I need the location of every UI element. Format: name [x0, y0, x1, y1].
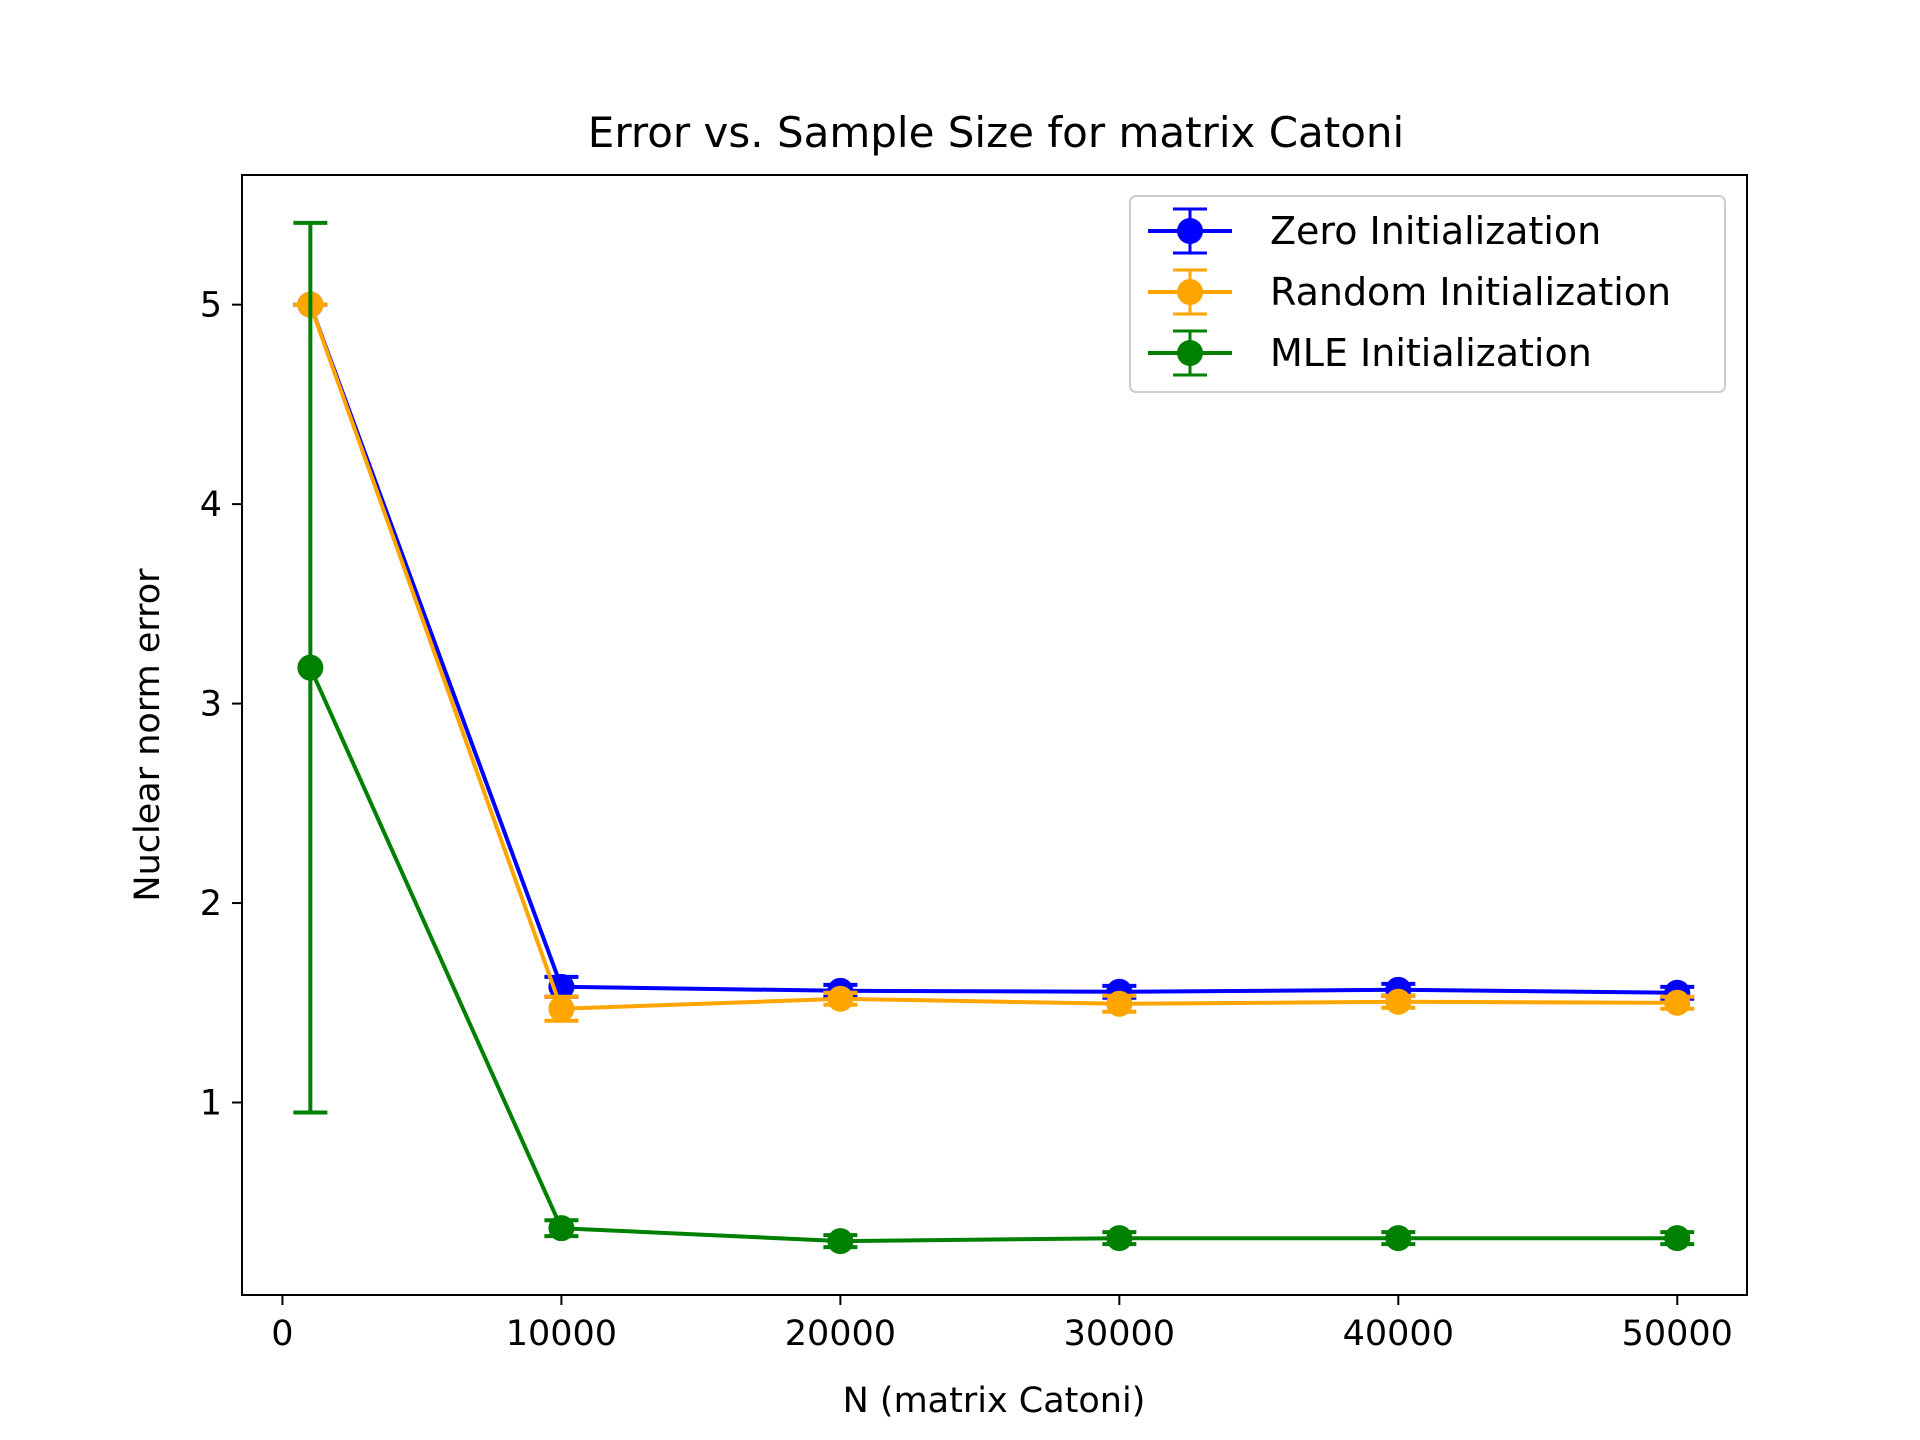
legend-entry-0: Zero Initialization — [1148, 207, 1601, 255]
y-axis-label: Nuclear norm error — [128, 568, 168, 902]
x-tick-label-0: 0 — [271, 1314, 293, 1354]
series-line-1 — [308, 304, 1678, 1011]
x-tick-label-2: 20000 — [785, 1314, 896, 1354]
legend-marker-1 — [1177, 279, 1203, 305]
data-point-1-4 — [1385, 988, 1412, 1015]
legend-label-1: Random Initialization — [1270, 270, 1671, 314]
legend-entry-2: MLE Initialization — [1148, 329, 1592, 377]
data-point-2-0 — [297, 654, 324, 681]
x-tick-label-3: 30000 — [1064, 1314, 1175, 1354]
x-tick-label-1: 10000 — [506, 1314, 617, 1354]
data-point-1-1 — [548, 995, 575, 1022]
data-point-1-5 — [1664, 989, 1691, 1016]
chart-title: Error vs. Sample Size for matrix Catoni — [588, 108, 1404, 157]
legend-marker-2 — [1177, 340, 1203, 366]
y-tick-label-4: 5 — [200, 286, 222, 326]
plot-frame — [241, 174, 1748, 1296]
data-point-1-3 — [1106, 990, 1133, 1017]
y-axis: 1 2 3 4 5 — [200, 286, 242, 1124]
y-tick-label-1: 2 — [200, 884, 222, 924]
data-point-2-1 — [548, 1215, 575, 1242]
legend-marker-0 — [1177, 218, 1203, 244]
data-point-2-4 — [1385, 1225, 1412, 1252]
series-2 — [293, 220, 1695, 1255]
data-point-1-2 — [827, 985, 854, 1012]
series-1 — [293, 291, 1695, 1023]
legend-box — [1129, 195, 1726, 393]
series-line-2 — [308, 666, 1678, 1244]
x-axis: 0 10000 20000 30000 40000 50000 — [271, 1295, 1733, 1354]
x-axis-label: N (matrix Catoni) — [843, 1381, 1146, 1421]
data-point-2-2 — [827, 1228, 854, 1255]
legend-label-2: MLE Initialization — [1270, 331, 1592, 375]
series-line-0 — [308, 304, 1678, 995]
legend-entry-1: Random Initialization — [1148, 268, 1671, 316]
data-point-2-3 — [1106, 1225, 1133, 1252]
data-point-2-5 — [1664, 1225, 1691, 1252]
y-tick-label-2: 3 — [200, 685, 222, 725]
series-layer — [293, 220, 1695, 1255]
legend-entries: Zero Initialization Random Initialization… — [1148, 207, 1671, 377]
legend-label-0: Zero Initialization — [1270, 209, 1601, 253]
legend: Zero Initialization Random Initialization… — [1129, 195, 1726, 393]
y-tick-label-3: 4 — [200, 485, 222, 525]
y-tick-label-0: 1 — [200, 1084, 222, 1124]
x-tick-label-4: 40000 — [1343, 1314, 1454, 1354]
x-tick-label-5: 50000 — [1622, 1314, 1733, 1354]
